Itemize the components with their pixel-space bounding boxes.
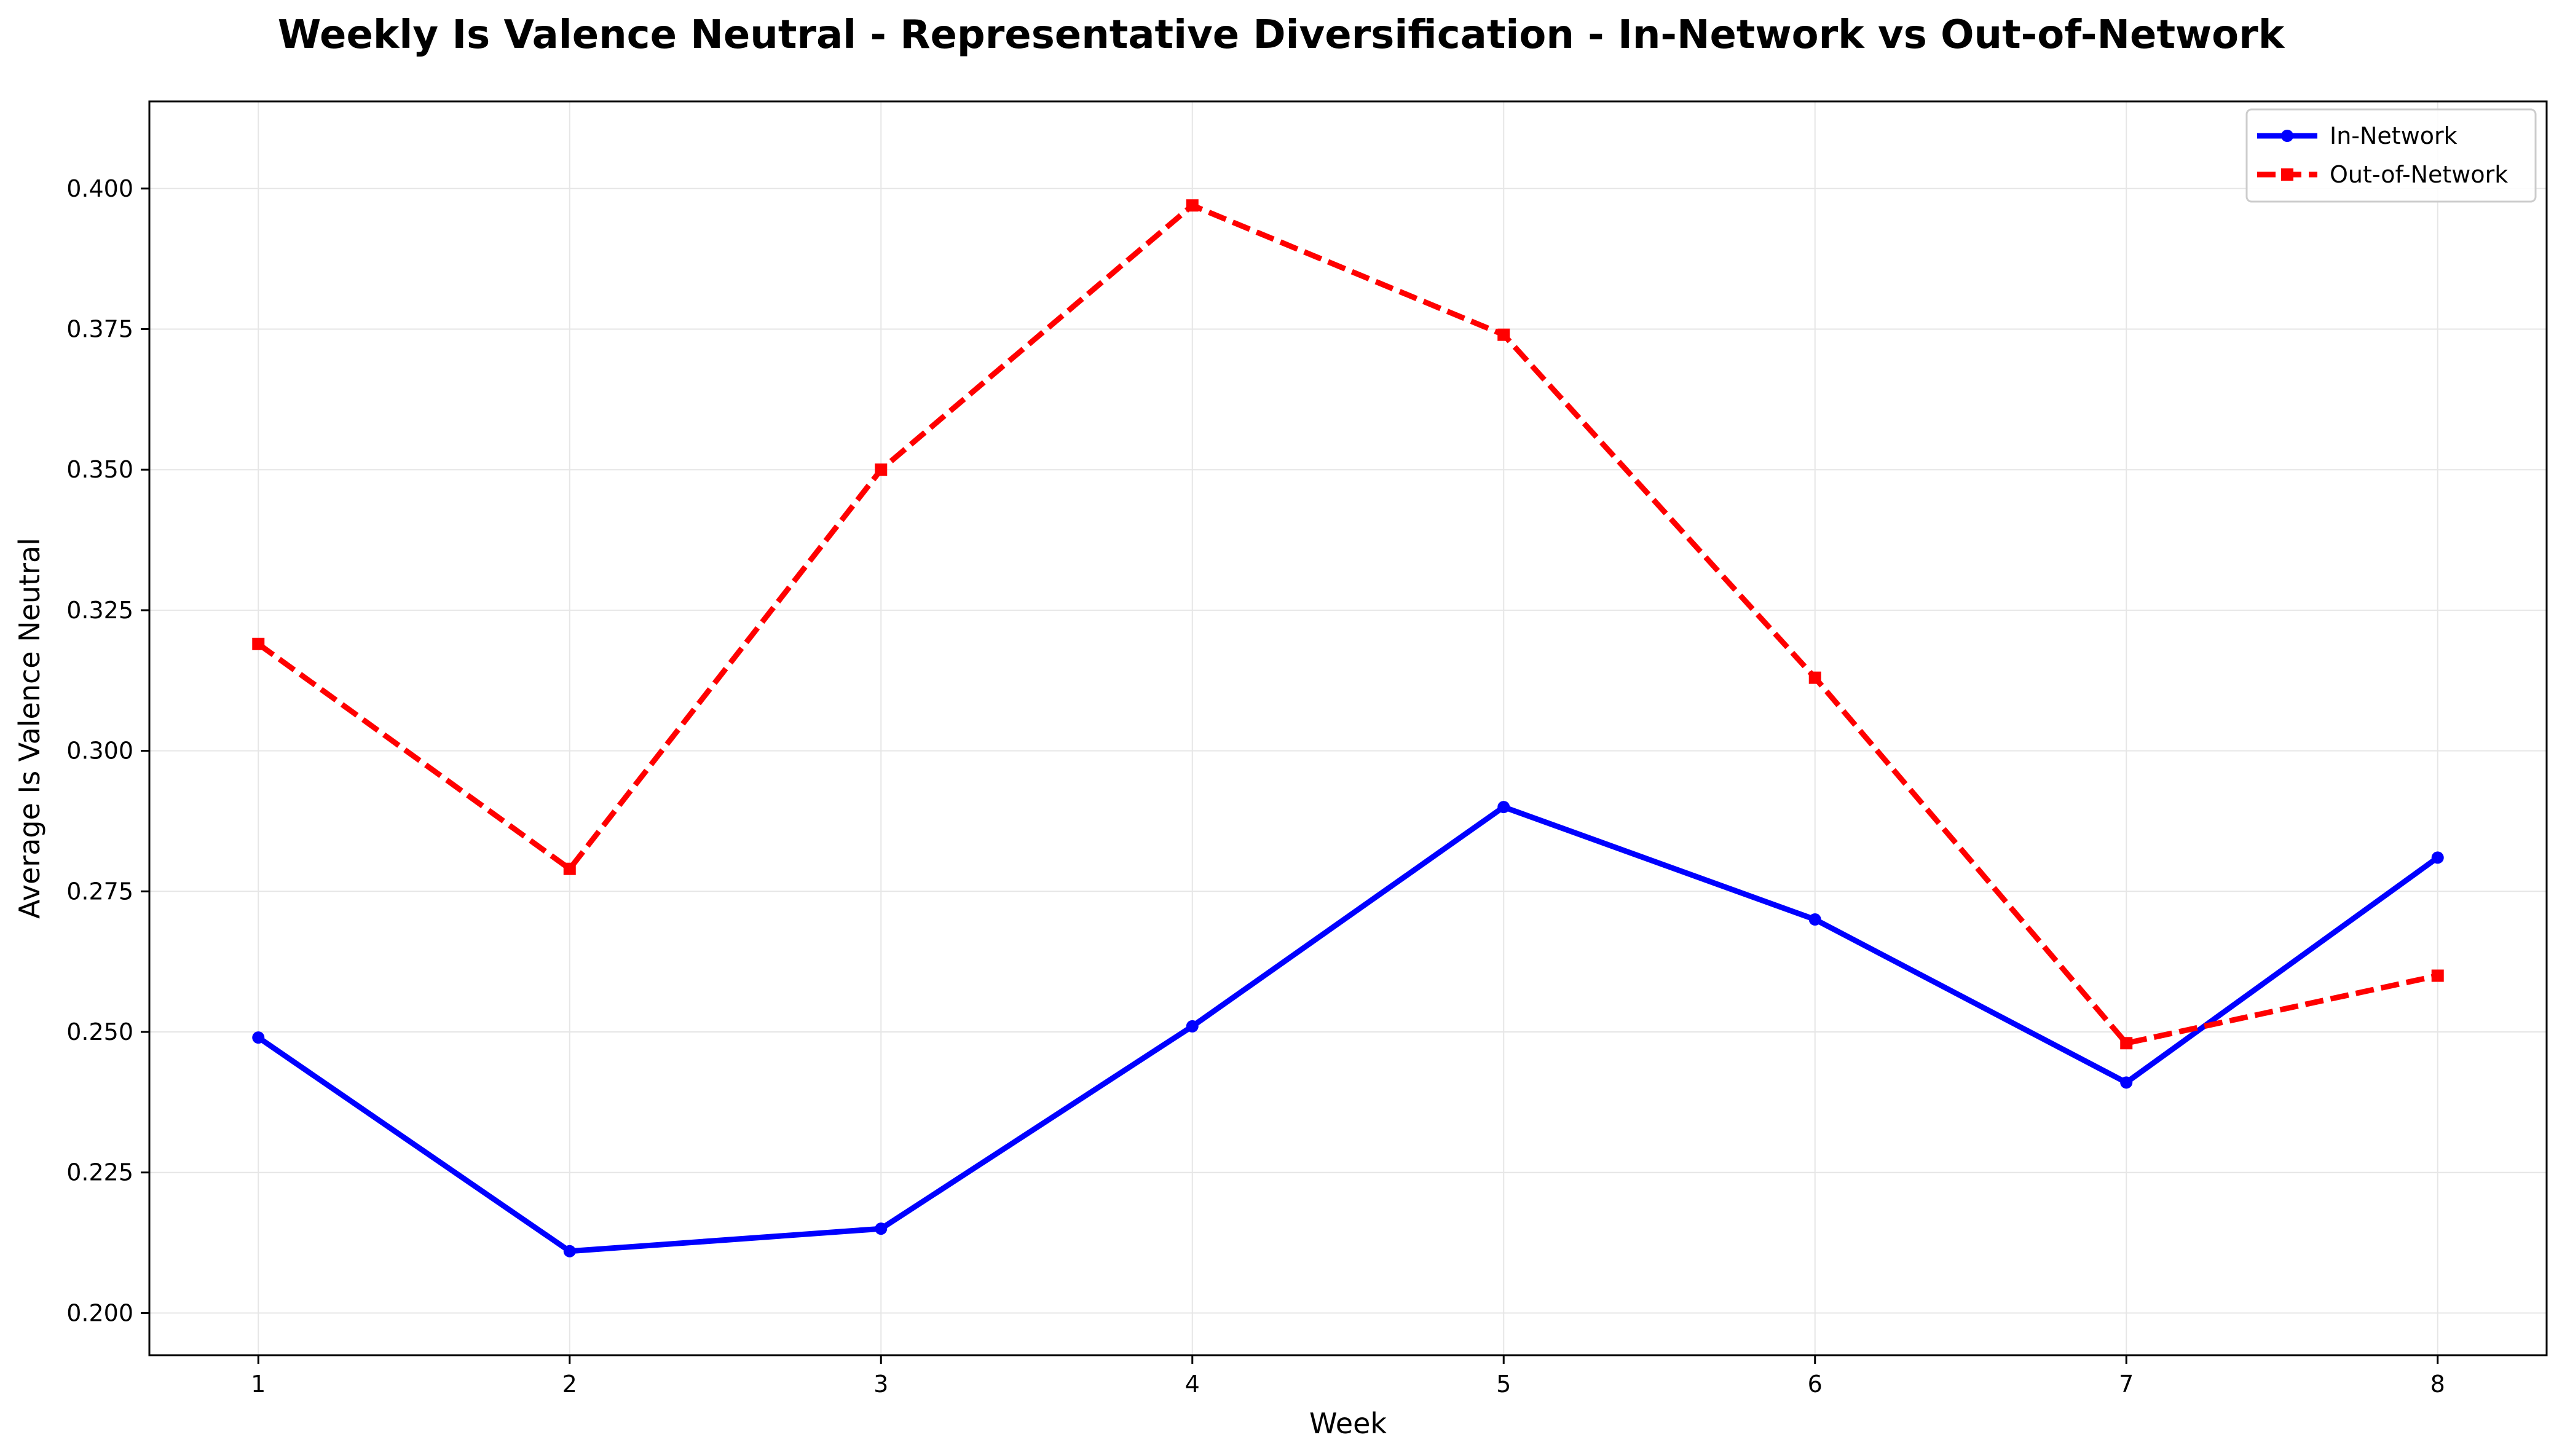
- data-point-in-network: [563, 1245, 576, 1257]
- legend: In-Network Out-of-Network: [2245, 108, 2537, 203]
- data-point-in-network: [1808, 913, 1821, 926]
- data-point-out-of-network: [563, 862, 576, 875]
- x-tick-label: 4: [1185, 1371, 1200, 1398]
- x-tick-label: 7: [2119, 1371, 2134, 1398]
- data-point-in-network: [2431, 851, 2444, 864]
- data-point-out-of-network: [875, 463, 888, 476]
- x-tick-label: 2: [562, 1371, 577, 1398]
- series-line-in-network: [256, 804, 2440, 1254]
- plot-frame: [148, 100, 2548, 1356]
- series-line-out-of-network: [256, 202, 2438, 1046]
- y-tick-label: 0.200: [66, 1299, 133, 1326]
- data-point-out-of-network: [2431, 969, 2444, 982]
- legend-box: [2245, 108, 2537, 203]
- legend-label-in-network: In-Network: [2330, 122, 2458, 149]
- y-axis-label: Average Is Valence Neutral: [13, 538, 46, 919]
- data-point-out-of-network: [252, 637, 265, 650]
- grid: [149, 101, 2547, 1355]
- y-tick-label: 0.300: [66, 738, 133, 765]
- y-tick-label: 0.400: [66, 175, 133, 202]
- x-axis-label: Week: [1309, 1407, 1387, 1440]
- y-tick-label: 0.350: [66, 456, 133, 483]
- data-point-in-network: [1186, 1020, 1199, 1033]
- y-tick-label: 0.325: [66, 597, 133, 624]
- data-point-out-of-network: [2120, 1037, 2133, 1050]
- x-tick-label: 3: [873, 1371, 888, 1398]
- data-point-in-network: [2120, 1076, 2133, 1089]
- series-layer: [252, 199, 2444, 1257]
- legend-marker-out-of-network: [2281, 168, 2293, 181]
- data-point-in-network: [252, 1031, 265, 1044]
- data-point-out-of-network: [1186, 199, 1199, 212]
- y-axis-ticks: 0.200 0.225 0.250 0.275 0.300 0.325 0.350 0.375…: [66, 175, 149, 1326]
- x-tick-label: 6: [1808, 1371, 1823, 1398]
- data-point-out-of-network: [1497, 328, 1510, 341]
- x-tick-label: 5: [1496, 1371, 1511, 1398]
- x-axis-ticks: 1 2 3 4 5 6 7 8: [251, 1355, 2445, 1398]
- x-tick-label: 1: [251, 1371, 266, 1398]
- data-point-in-network: [875, 1222, 888, 1235]
- legend-label-out-of-network: Out-of-Network: [2330, 161, 2508, 188]
- legend-marker-in-network: [2281, 130, 2293, 142]
- x-tick-label: 8: [2430, 1371, 2445, 1398]
- chart-title: Weekly Is Valence Neutral - Representati…: [278, 12, 2285, 58]
- data-point-in-network: [1497, 801, 1510, 814]
- data-point-out-of-network: [1808, 671, 1821, 684]
- y-tick-label: 0.225: [66, 1159, 133, 1186]
- y-tick-label: 0.250: [66, 1018, 133, 1045]
- y-tick-label: 0.275: [66, 878, 133, 905]
- y-tick-label: 0.375: [66, 315, 133, 342]
